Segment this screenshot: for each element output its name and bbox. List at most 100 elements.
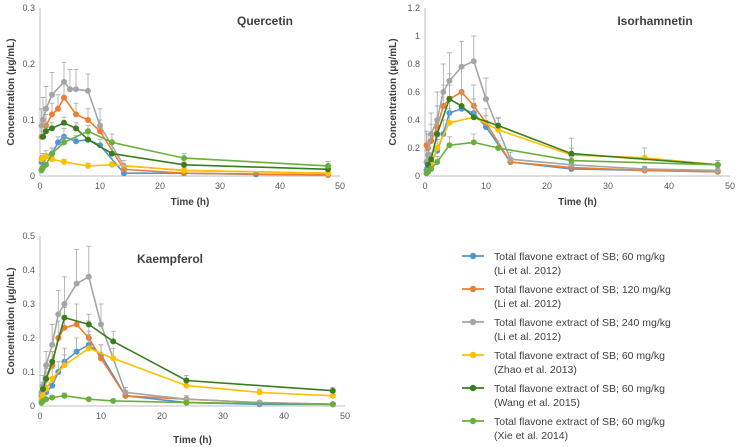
data-point: [458, 63, 465, 70]
y-tick-label: 0.5: [22, 231, 35, 241]
data-point: [98, 355, 104, 362]
data-point: [470, 58, 477, 65]
data-point: [61, 139, 67, 146]
data-point: [73, 280, 80, 287]
data-point: [49, 91, 55, 98]
data-point: [110, 338, 117, 345]
data-point: [61, 78, 67, 85]
series-2: [423, 35, 721, 174]
data-point: [85, 273, 92, 280]
y-tick-label: 0.2: [407, 143, 420, 153]
legend-entry-label: Total flavone extract of SB; 60 mg/kg: [494, 416, 665, 428]
data-point: [714, 167, 721, 174]
x-tick-label: 30: [603, 181, 613, 191]
x-tick-label: 40: [275, 181, 285, 191]
data-point: [61, 324, 68, 331]
data-point: [43, 375, 50, 382]
data-point: [43, 396, 50, 403]
x-tick-label: 30: [215, 181, 225, 191]
series-line: [40, 347, 333, 400]
x-tick-label: 0: [422, 181, 427, 191]
data-point: [181, 161, 187, 168]
data-point: [97, 122, 103, 129]
data-point: [495, 145, 502, 151]
data-point: [85, 396, 92, 403]
x-tick-label: 20: [157, 411, 167, 421]
series-5: [38, 392, 336, 408]
y-tick-label: 0.4: [22, 265, 35, 275]
data-point: [181, 155, 187, 162]
y-tick-label: 0.1: [22, 115, 35, 125]
data-point: [109, 150, 115, 157]
data-point: [446, 119, 453, 126]
data-point: [568, 161, 575, 168]
x-tick-label: 50: [340, 411, 350, 421]
data-point: [495, 126, 502, 133]
data-point: [470, 139, 477, 146]
data-point: [110, 355, 117, 362]
x-tick-label: 0: [37, 181, 42, 191]
data-point: [49, 125, 55, 132]
series-1: [38, 303, 336, 408]
data-point: [38, 122, 45, 129]
data-point: [434, 159, 441, 165]
data-point: [440, 103, 447, 109]
series-4: [40, 306, 336, 394]
legend-entry-reference: (Xie et al. 2014): [494, 430, 568, 442]
series-5: [38, 125, 331, 174]
data-point: [73, 125, 79, 132]
x-tick-label: 40: [279, 411, 289, 421]
data-point: [329, 387, 336, 394]
chart-title: Quercetin: [237, 14, 293, 28]
data-point: [256, 399, 263, 406]
series-line: [42, 316, 333, 392]
legend-marker: [469, 252, 477, 260]
y-tick-label: 0: [415, 171, 420, 181]
data-point: [55, 311, 62, 318]
data-point: [428, 156, 435, 163]
data-point: [49, 394, 56, 401]
data-point: [67, 86, 73, 93]
legend-entry-label: Total flavone extract of SB; 60 mg/kg: [494, 251, 665, 263]
data-point: [61, 314, 68, 321]
chart-title: Kaempferol: [137, 252, 203, 266]
legend-entry-label: Total flavone extract of SB; 240 mg/kg: [494, 317, 671, 329]
data-point: [446, 96, 453, 102]
series-3: [38, 334, 336, 403]
legend-marker: [469, 417, 477, 425]
data-point: [256, 389, 263, 396]
data-point: [568, 157, 575, 164]
data-point: [73, 348, 80, 355]
data-point: [85, 117, 91, 123]
data-point: [483, 96, 489, 102]
data-point: [40, 386, 47, 392]
x-tick-label: 20: [542, 181, 552, 191]
y-tick-label: 1.2: [407, 3, 420, 13]
data-point: [43, 362, 50, 369]
x-tick-label: 10: [481, 181, 491, 191]
data-point: [507, 156, 514, 163]
y-axis-title: Concentration (μg/mL): [388, 38, 399, 145]
data-point: [61, 301, 68, 307]
quercetin-chart: 0 0.1 0.2 0.3 0 10 20 30 40 50 Quercetin Time (h) Co…: [6, 3, 345, 208]
data-point: [98, 321, 104, 328]
data-point: [73, 111, 79, 118]
data-point: [85, 345, 92, 352]
y-tick-label: 0.3: [22, 3, 35, 13]
y-axis-title: Concentration (μg/mL): [6, 38, 17, 145]
y-tick-label: 0.4: [407, 115, 420, 125]
x-tick-label: 40: [664, 181, 674, 191]
legend-marker: [469, 384, 477, 392]
legend-entry-reference: (Zhao et al. 2013): [494, 364, 577, 376]
data-point: [495, 122, 502, 129]
x-tick-label: 30: [218, 411, 228, 421]
data-point: [85, 321, 92, 328]
y-tick-label: 0.3: [22, 299, 35, 309]
data-point: [61, 392, 68, 399]
series-5: [423, 133, 721, 177]
x-tick-label: 20: [155, 181, 165, 191]
legend-entry-reference: (Li et al. 2012): [494, 298, 561, 310]
data-point: [55, 139, 61, 146]
y-axis-title: Concentration (μg/mL): [6, 267, 17, 374]
